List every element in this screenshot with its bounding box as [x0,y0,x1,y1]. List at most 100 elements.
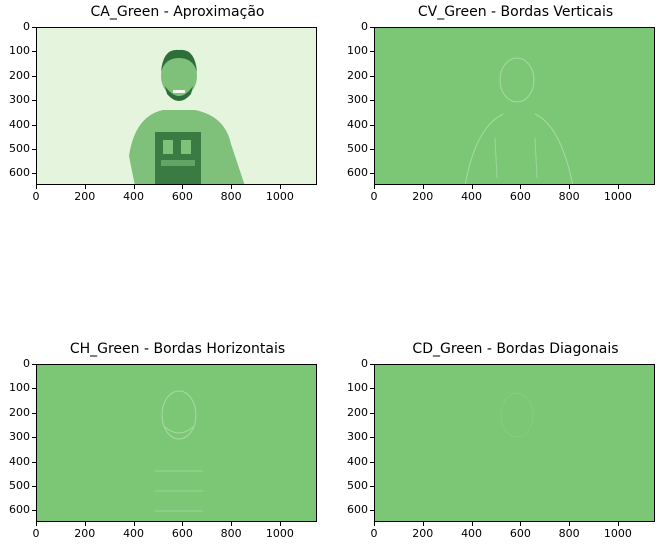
diagonal-edges-image [375,365,654,521]
x-tick-label: 200 [412,190,434,203]
x-tick-label: 600 [171,190,193,203]
y-tick-mark [370,364,374,365]
x-tick-label: 0 [370,190,378,203]
y-tick-label: 400 [9,454,30,468]
x-tick-label: 400 [461,190,483,203]
x-tick-mark [84,522,86,526]
y-tick-label: 300 [9,93,30,107]
x-tick-mark [471,522,473,526]
subplot-horizontal-edges: CH_Green - Bordas Horizontais 0 100 200 300… [0,341,330,541]
x-tick-label: 800 [558,190,580,203]
y-tick-label: 300 [9,430,30,444]
y-tick-label: 200 [347,405,368,419]
x-tick-mark [422,185,424,189]
x-tick-mark [182,185,184,189]
y-tick-label: 400 [9,117,30,131]
y-tick-mark [32,388,36,390]
y-tick-mark [370,148,374,150]
y-tick-mark [32,485,36,487]
x-tick-mark [279,522,281,526]
y-tick-mark [370,27,374,28]
y-tick-label: 0 [23,20,30,33]
y-tick-mark [32,510,36,512]
y-tick-label: 600 [347,166,368,180]
x-tick-label: 0 [32,527,40,540]
y-tick-mark [370,75,374,77]
x-tick-label: 200 [74,527,96,540]
y-tick-mark [32,364,36,365]
x-tick-label: 400 [461,527,483,540]
x-tick-mark [133,522,135,526]
y-tick-mark [370,437,374,439]
y-tick-mark [32,124,36,126]
y-tick-mark [32,100,36,102]
y-tick-label: 100 [347,44,368,58]
x-tick-mark [133,185,135,189]
y-tick-label: 0 [23,357,30,370]
y-tick-label: 500 [347,478,368,492]
y-tick-label: 0 [361,20,368,33]
x-tick-mark [569,185,571,189]
y-tick-mark [370,461,374,463]
x-tick-mark [182,522,184,526]
y-tick-mark [32,437,36,439]
y-tick-label: 100 [9,381,30,395]
subplot-title: CV_Green - Bordas Verticais [417,4,614,20]
x-tick-mark [471,185,473,189]
x-tick-mark [231,522,233,526]
x-tick-mark [520,522,522,526]
x-tick-mark [36,522,37,526]
y-tick-label: 300 [347,430,368,444]
y-tick-mark [32,148,36,150]
y-tick-label: 600 [347,503,368,517]
y-tick-mark [32,173,36,175]
y-tick-mark [370,510,374,512]
subplot-vertical-edges: CV_Green - Bordas Verticais 0 100 200 300 40… [338,4,665,204]
vertical-edges-image [375,28,654,184]
y-tick-label: 500 [9,478,30,492]
x-tick-label: 1000 [603,527,632,540]
x-tick-mark [617,185,619,189]
subplot-approximation: CA_Green - Aproximação 0 100 200 300 400 500 6… [0,4,330,204]
y-tick-label: 200 [9,68,30,82]
x-tick-label: 600 [171,527,193,540]
x-tick-label: 0 [370,527,378,540]
y-tick-mark [32,461,36,463]
x-tick-mark [520,185,522,189]
y-tick-label: 0 [361,357,368,370]
subplot-title: CH_Green - Bordas Horizontais [69,341,286,357]
y-tick-mark [370,412,374,414]
x-tick-mark [569,522,571,526]
image-axes [36,27,317,185]
x-tick-mark [36,185,37,189]
y-tick-mark [370,173,374,175]
x-tick-label: 200 [412,527,434,540]
horizontal-edges-image [37,365,316,521]
x-tick-label: 1000 [265,527,294,540]
y-tick-mark [32,412,36,414]
x-tick-label: 0 [32,190,40,203]
y-tick-label: 600 [9,166,30,180]
x-tick-mark [231,185,233,189]
x-tick-mark [374,522,375,526]
x-tick-mark [422,522,424,526]
y-tick-label: 600 [9,503,30,517]
y-tick-mark [32,51,36,53]
y-tick-label: 400 [347,454,368,468]
y-tick-label: 200 [347,68,368,82]
x-tick-mark [617,522,619,526]
y-tick-mark [370,51,374,53]
x-tick-label: 400 [123,527,145,540]
x-tick-label: 400 [123,190,145,203]
y-tick-label: 300 [347,93,368,107]
y-tick-label: 500 [347,141,368,155]
image-axes [374,364,655,522]
y-tick-mark [32,75,36,77]
y-tick-label: 100 [9,44,30,58]
y-tick-mark [370,485,374,487]
y-tick-label: 100 [347,381,368,395]
y-tick-mark [370,100,374,102]
y-tick-mark [370,124,374,126]
x-tick-label: 800 [220,190,242,203]
x-tick-label: 800 [558,527,580,540]
